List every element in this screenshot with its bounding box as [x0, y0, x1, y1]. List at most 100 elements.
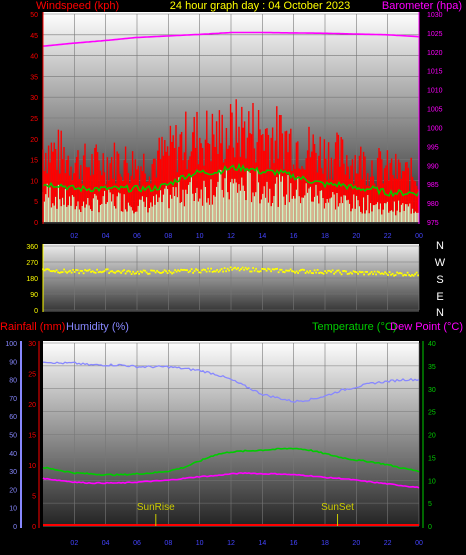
wind-direction-point	[379, 272, 382, 275]
wind-direction-point	[309, 270, 311, 272]
wind-direction-point	[57, 271, 59, 274]
wind-direction-point	[319, 271, 322, 274]
wind-direction-point	[247, 267, 250, 270]
wind-direction-point	[141, 271, 143, 274]
wind-direction-point	[250, 270, 253, 273]
wind-direction-point	[279, 268, 281, 271]
wind-direction-point	[351, 272, 353, 275]
wind-direction-point	[142, 269, 145, 272]
wind-direction-point	[207, 267, 209, 270]
wind-direction-point	[135, 272, 137, 275]
wind-direction-point	[229, 266, 232, 269]
wind-direction-point	[183, 268, 185, 271]
wind-tick-label: 40	[30, 54, 38, 61]
wind-direction-point	[117, 270, 119, 272]
wind-direction-point	[265, 269, 268, 272]
wind-direction-point	[276, 267, 278, 270]
wind-direction-point	[349, 271, 352, 274]
wind-direction-point	[61, 271, 64, 273]
wind-direction-point	[400, 272, 403, 275]
chart-title: 24 hour graph day : 04 October 2023	[170, 0, 350, 12]
wind-direction-point	[387, 274, 389, 276]
wind-direction-point	[66, 271, 68, 274]
wind-direction-point	[364, 271, 367, 273]
wind-direction-point	[243, 268, 245, 271]
baro-tick-label: 1015	[427, 69, 443, 76]
wind-direction-point	[274, 267, 277, 270]
wind-direction-point	[108, 272, 110, 274]
wind-direction-point	[217, 270, 220, 273]
wind-tick-label: 0	[34, 220, 38, 227]
wind-direction-point	[357, 272, 359, 275]
x-tick-label: 16	[290, 540, 298, 547]
rain-tick-label: 20	[28, 402, 36, 409]
wind-direction-point	[219, 269, 221, 272]
wind-direction-point	[261, 267, 263, 270]
wind-direction-point	[333, 272, 335, 275]
baro-tick-label: 1025	[427, 31, 443, 38]
wind-direction-point	[193, 270, 196, 272]
wind-direction-point	[354, 271, 356, 273]
average-wind-line	[42, 162, 420, 198]
wind-direction-point	[129, 270, 131, 273]
wind-direction-point	[391, 272, 394, 275]
wind-direction-point	[87, 269, 89, 272]
wind-direction-point	[153, 269, 155, 272]
wind-direction-point	[150, 269, 152, 272]
wind-direction-point	[258, 270, 260, 273]
wind-direction-point	[340, 273, 343, 276]
wind-direction-point	[253, 269, 256, 272]
wind-direction-point	[294, 271, 296, 274]
wind-direction-point	[145, 271, 148, 274]
x-tick-label: 14	[258, 233, 266, 240]
wind-direction-point	[100, 271, 103, 274]
wind-direction-point	[327, 269, 329, 272]
x-tick-label: 02	[70, 233, 78, 240]
wind-direction-point	[313, 269, 316, 272]
x-tick-label: 18	[321, 233, 329, 240]
wind-direction-point	[222, 270, 224, 273]
wind-direction-point	[79, 269, 82, 272]
baro-tick-label: 1030	[427, 12, 443, 19]
temperature-axis-title: Temperature (°C)	[312, 321, 396, 333]
compass-n-top: N	[436, 240, 444, 252]
wind-direction-point	[373, 270, 376, 273]
wind-direction-point	[159, 272, 161, 274]
wind-direction-point	[310, 272, 313, 274]
x-tick-label: 04	[102, 540, 110, 547]
wind-direction-point	[342, 270, 344, 272]
wind-direction-point	[306, 270, 308, 273]
wind-direction-point	[148, 272, 151, 275]
wind-direction-point	[111, 270, 113, 273]
wind-direction-point	[174, 269, 176, 272]
wind-direction-point	[388, 271, 391, 274]
baro-tick-label: 990	[427, 163, 439, 170]
wind-direction-point	[390, 273, 392, 276]
wind-direction-point	[322, 272, 325, 275]
wind-direction-point	[282, 270, 284, 273]
wind-direction-point	[231, 268, 233, 271]
wind-direction-point	[214, 270, 217, 273]
wind-direction-point	[303, 269, 305, 271]
wind-direction-point	[189, 270, 191, 272]
x-tick-label: 20	[352, 540, 360, 547]
x-tick-label: 00	[415, 540, 423, 547]
wind-direction-point	[267, 267, 269, 270]
humidity-tick-label: 100	[5, 341, 17, 348]
x-tick-label: 08	[164, 233, 172, 240]
x-tick-label: 12	[227, 540, 235, 547]
rain-tick-label: 15	[28, 433, 36, 440]
wind-direction-point	[151, 269, 154, 272]
wind-direction-point	[48, 268, 50, 271]
wind-direction-point	[399, 272, 401, 274]
wind-direction-point	[51, 270, 53, 273]
data-series	[42, 31, 420, 526]
x-tick-label: 12	[227, 233, 235, 240]
wind-direction-point	[381, 272, 383, 275]
wind-direction-point	[52, 270, 55, 272]
wind-tick-label: 50	[30, 12, 38, 19]
temperature-tick-label: 5	[428, 501, 432, 508]
x-tick-label: 04	[102, 233, 110, 240]
wind-tick-label: 5	[34, 199, 38, 206]
baro-tick-label: 980	[427, 201, 439, 208]
